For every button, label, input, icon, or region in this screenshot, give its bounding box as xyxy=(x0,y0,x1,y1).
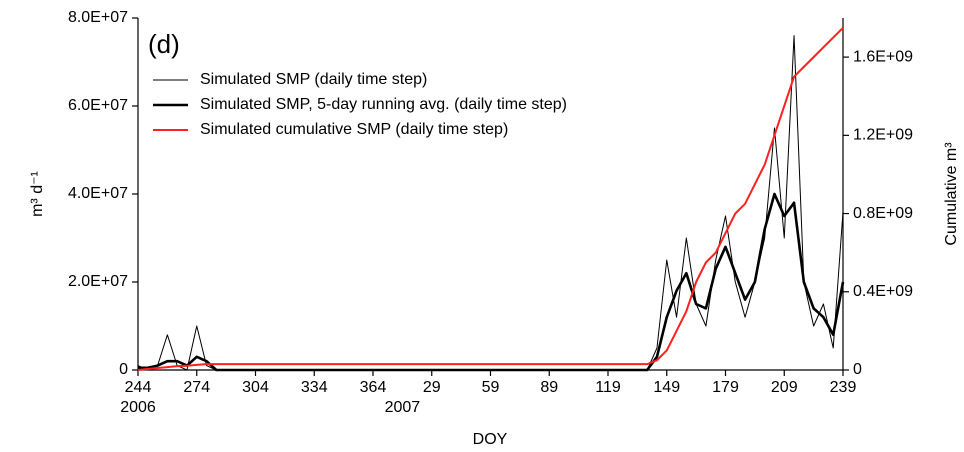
y-tick-label: 4.0E+07 xyxy=(68,185,128,202)
x-tick-label: 239 xyxy=(830,379,857,396)
series-line xyxy=(137,27,844,371)
x-axis-label: DOY xyxy=(473,431,508,448)
y-tick-label: 0 xyxy=(119,361,128,378)
year-label: 2007 xyxy=(385,399,421,416)
x-tick-label: 59 xyxy=(482,379,500,396)
y-tick-label: 6.0E+07 xyxy=(68,97,128,114)
legend-label: Simulated cumulative SMP (daily time ste… xyxy=(200,121,508,138)
legend-label: Simulated SMP, 5-day running avg. (daily… xyxy=(200,96,567,113)
x-tick-label: 209 xyxy=(771,379,798,396)
y2-axis-label: Cumulative m³ xyxy=(943,142,960,246)
y2-tick-label: 1.2E+09 xyxy=(853,127,913,144)
x-tick-label: 334 xyxy=(301,379,328,396)
x-tick-label: 119 xyxy=(595,379,621,396)
y-tick-label: 2.0E+07 xyxy=(68,273,128,290)
legend-label: Simulated SMP (daily time step) xyxy=(200,71,427,88)
y-axis-label: m³ d⁻¹ xyxy=(29,171,46,217)
x-tick-label: 274 xyxy=(183,379,210,396)
y2-tick-label: 1.6E+09 xyxy=(853,48,913,65)
x-tick-label: 89 xyxy=(540,379,558,396)
series-line xyxy=(138,192,845,372)
x-tick-label: 244 xyxy=(125,379,152,396)
y2-tick-label: 0.4E+09 xyxy=(853,283,913,300)
panel-label: (d) xyxy=(148,29,180,59)
year-label: 2006 xyxy=(120,399,156,416)
y2-tick-label: 0 xyxy=(853,361,862,378)
y-tick-label: 8.0E+07 xyxy=(68,9,128,26)
x-tick-label: 149 xyxy=(653,379,680,396)
x-tick-label: 179 xyxy=(712,379,739,396)
x-tick-label: 304 xyxy=(242,379,269,396)
x-tick-label: 364 xyxy=(360,379,387,396)
y2-tick-label: 0.8E+09 xyxy=(853,205,913,222)
series-line xyxy=(137,35,844,371)
x-tick-label: 29 xyxy=(423,379,441,396)
